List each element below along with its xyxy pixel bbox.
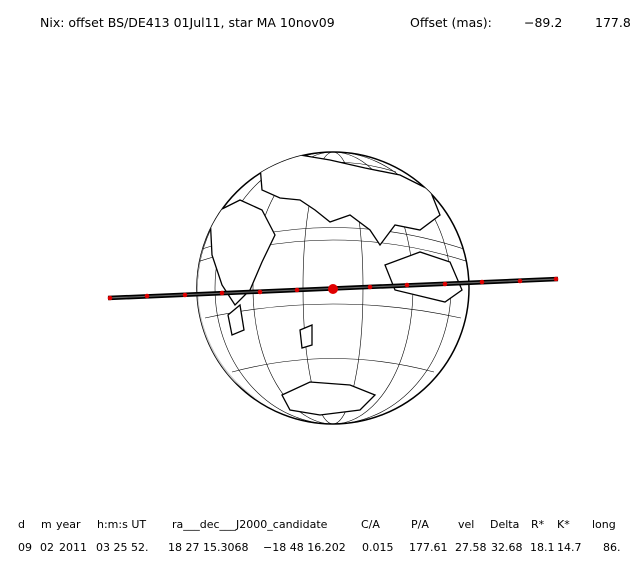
- table-cell: 2011: [59, 541, 87, 554]
- table-cell: −18 48 16.202: [263, 541, 346, 554]
- offset-value: −89.2: [524, 15, 562, 30]
- offset-value: 177.8: [595, 15, 631, 30]
- offset-label: Offset (mas):: [410, 15, 492, 30]
- table-cell: 32.68: [491, 541, 523, 554]
- column-header: Delta: [490, 518, 519, 531]
- column-header: long: [592, 518, 616, 531]
- column-header: m: [41, 518, 52, 531]
- table-cell: 18 27 15.3068: [168, 541, 248, 554]
- column-header: P/A: [411, 518, 429, 531]
- column-header: year: [56, 518, 81, 531]
- table-cell: 03 25 52.: [96, 541, 148, 554]
- table-cell: 02: [40, 541, 54, 554]
- table-cell: 14.7: [557, 541, 582, 554]
- column-header: ra___dec___J2000_candidate: [172, 518, 328, 531]
- column-header: K*: [557, 518, 570, 531]
- table-cell: 0.015: [362, 541, 394, 554]
- column-header: R*: [531, 518, 545, 531]
- title: Nix: offset BS/DE413 01Jul11, star MA 10…: [40, 15, 335, 30]
- shadow-track: [107, 276, 559, 301]
- column-header: vel: [458, 518, 474, 531]
- column-header: h:m:s UT: [97, 518, 146, 531]
- column-header: C/A: [361, 518, 380, 531]
- column-header: d: [18, 518, 25, 531]
- table-cell: 177.61: [409, 541, 448, 554]
- table-cell: 27.58: [455, 541, 487, 554]
- table-cell: 86.: [603, 541, 621, 554]
- table-cell: 09: [18, 541, 32, 554]
- results-table: d m year h:m:s UT ra___dec___J2000_candidate…: [18, 518, 621, 554]
- table-cell: 18.1: [530, 541, 555, 554]
